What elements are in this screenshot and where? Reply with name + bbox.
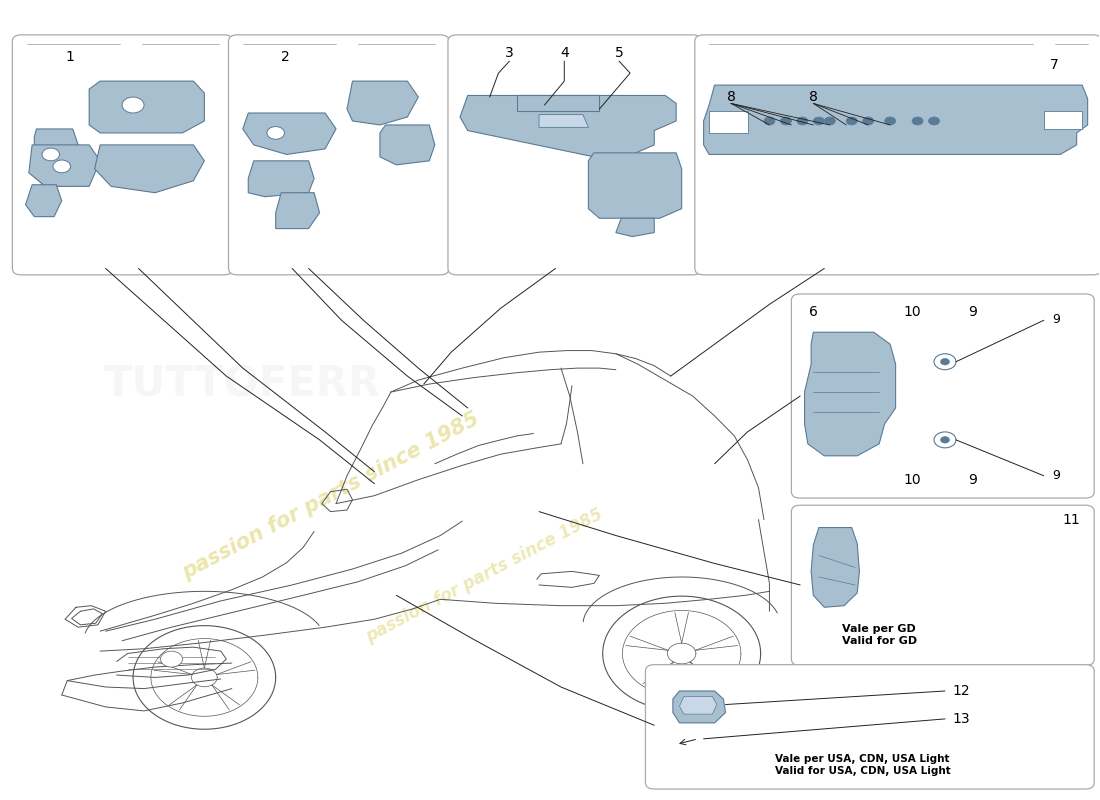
Polygon shape xyxy=(276,193,320,229)
Text: 10: 10 xyxy=(903,306,921,319)
Text: Vale per GD
Valid for GD: Vale per GD Valid for GD xyxy=(842,624,916,646)
Polygon shape xyxy=(588,153,682,218)
Circle shape xyxy=(928,117,939,125)
Text: 1: 1 xyxy=(65,50,74,64)
Circle shape xyxy=(862,117,873,125)
Text: 9: 9 xyxy=(1053,470,1060,482)
Circle shape xyxy=(912,117,923,125)
Text: Vale per USA, CDN, USA Light
Valid for USA, CDN, USA Light: Vale per USA, CDN, USA Light Valid for U… xyxy=(774,754,950,776)
Circle shape xyxy=(934,432,956,448)
Polygon shape xyxy=(249,161,315,197)
Text: 9: 9 xyxy=(968,473,977,486)
Polygon shape xyxy=(680,697,717,714)
Polygon shape xyxy=(25,185,62,217)
Circle shape xyxy=(42,148,59,161)
FancyBboxPatch shape xyxy=(229,35,449,275)
Text: 8: 8 xyxy=(808,90,817,104)
Polygon shape xyxy=(379,125,434,165)
Text: 8: 8 xyxy=(727,90,736,104)
Text: 12: 12 xyxy=(953,684,970,698)
Text: 9: 9 xyxy=(968,306,977,319)
Text: 6: 6 xyxy=(808,306,817,319)
Circle shape xyxy=(940,437,949,443)
Circle shape xyxy=(940,358,949,365)
Polygon shape xyxy=(243,113,336,154)
Circle shape xyxy=(764,117,774,125)
Text: 7: 7 xyxy=(1050,58,1059,72)
Polygon shape xyxy=(1044,111,1082,129)
Polygon shape xyxy=(811,527,859,607)
Polygon shape xyxy=(89,81,205,133)
Polygon shape xyxy=(460,95,676,157)
Text: 11: 11 xyxy=(1063,513,1080,526)
Circle shape xyxy=(267,126,285,139)
Text: 4: 4 xyxy=(560,46,569,60)
Polygon shape xyxy=(346,81,418,125)
Polygon shape xyxy=(710,111,748,133)
Text: passion for parts since 1985: passion for parts since 1985 xyxy=(178,409,483,583)
Text: 5: 5 xyxy=(615,46,624,60)
FancyBboxPatch shape xyxy=(695,35,1100,275)
Polygon shape xyxy=(34,129,78,186)
Polygon shape xyxy=(804,332,895,456)
Polygon shape xyxy=(29,145,100,186)
FancyBboxPatch shape xyxy=(646,665,1094,789)
Circle shape xyxy=(780,117,791,125)
Circle shape xyxy=(53,160,70,173)
FancyBboxPatch shape xyxy=(791,294,1094,498)
FancyBboxPatch shape xyxy=(12,35,233,275)
Text: TUTTOFERR: TUTTOFERR xyxy=(104,363,382,405)
FancyBboxPatch shape xyxy=(791,506,1094,666)
Circle shape xyxy=(161,651,183,667)
Text: 2: 2 xyxy=(282,50,290,64)
Circle shape xyxy=(934,354,956,370)
Circle shape xyxy=(824,117,835,125)
Text: 3: 3 xyxy=(505,46,514,60)
Polygon shape xyxy=(539,114,588,127)
Circle shape xyxy=(813,117,824,125)
Polygon shape xyxy=(673,691,726,723)
Circle shape xyxy=(122,97,144,113)
Text: passion for parts since 1985: passion for parts since 1985 xyxy=(363,505,606,646)
Polygon shape xyxy=(517,95,600,111)
Polygon shape xyxy=(704,85,1088,154)
Circle shape xyxy=(884,117,895,125)
FancyBboxPatch shape xyxy=(448,35,702,275)
Polygon shape xyxy=(95,145,205,193)
Text: 9: 9 xyxy=(1053,313,1060,326)
Circle shape xyxy=(796,117,807,125)
Circle shape xyxy=(846,117,857,125)
Text: 13: 13 xyxy=(953,712,970,726)
Text: 10: 10 xyxy=(903,473,921,486)
Polygon shape xyxy=(616,218,654,237)
